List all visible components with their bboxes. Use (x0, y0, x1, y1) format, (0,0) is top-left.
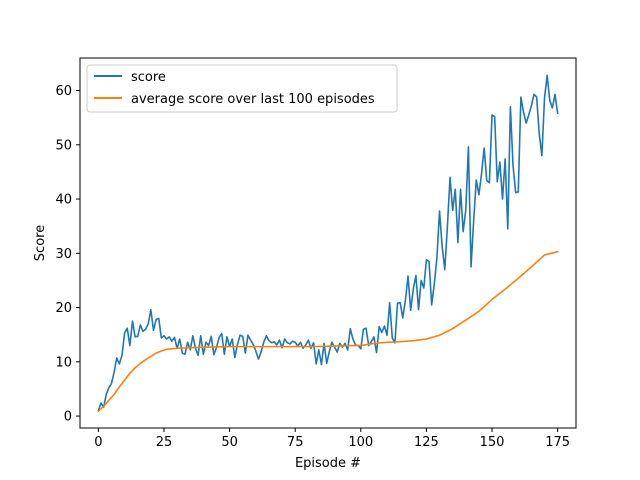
legend-box (86, 64, 398, 113)
x-tick-label: 125 (414, 435, 439, 450)
legend-label-score: score (131, 70, 166, 85)
x-tick-label: 50 (221, 435, 238, 450)
legend-label-average: average score over last 100 episodes (131, 92, 375, 107)
y-tick-label: 60 (55, 84, 72, 99)
y-tick-label: 30 (55, 247, 72, 262)
y-tick-label: 20 (55, 301, 72, 316)
x-tick-label: 175 (545, 435, 570, 450)
x-tick-label: 75 (287, 435, 304, 450)
legend: score average score over last 100 episod… (86, 64, 398, 113)
y-tick-label: 50 (55, 138, 72, 153)
x-tick-label: 150 (480, 435, 505, 450)
y-tick-label: 40 (55, 193, 72, 208)
plot-area (80, 58, 576, 428)
y-tick-label: 10 (55, 355, 72, 370)
series-line-average (97, 250, 559, 412)
x-tick-label: 100 (348, 435, 373, 450)
series-line-score (97, 74, 559, 412)
x-axis: 0 25 50 75 100 125 150 175 (94, 428, 570, 450)
x-axis-label: Episode # (295, 456, 361, 471)
y-axis-label: Score (33, 225, 48, 261)
y-axis: 0 10 20 30 40 50 60 (55, 84, 80, 425)
x-tick-label: 25 (156, 435, 173, 450)
series-layer (97, 74, 559, 412)
y-tick-label: 0 (64, 410, 72, 425)
x-tick-label: 0 (94, 435, 102, 450)
plot-frame (79, 57, 577, 429)
